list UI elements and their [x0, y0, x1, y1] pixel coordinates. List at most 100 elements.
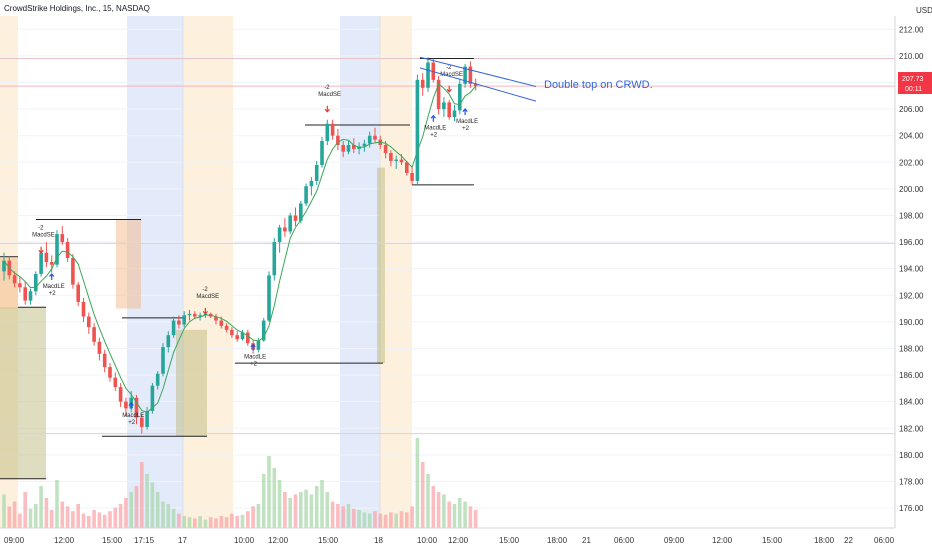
y-tick-label: 200.00	[899, 185, 924, 194]
x-tick-label: 12:00	[712, 536, 733, 545]
x-tick-label: 06:00	[614, 536, 635, 545]
candle-body	[468, 66, 473, 84]
volume-bar	[336, 504, 340, 528]
y-tick-label: 190.00	[899, 318, 924, 327]
volume-bar	[12, 501, 17, 528]
price-axis[interactable]: 176.00 178.00 180.00 182.00 184.00 186.00 188.…	[894, 16, 924, 528]
time-axis[interactable]: 09:00 12:00 15:00 17:15 17 10:00 12:00 15:00 18 1…	[0, 527, 895, 545]
x-tick-label: 15:00	[762, 536, 783, 545]
volume-bar	[415, 438, 420, 528]
session-band	[380, 16, 412, 528]
volume-bar	[267, 456, 271, 528]
y-tick-label: 192.00	[899, 291, 924, 300]
signal-type-label: MacdSE	[318, 92, 341, 98]
volume-bar	[251, 506, 255, 528]
volume-bar	[129, 492, 133, 528]
volume-bar	[76, 504, 80, 528]
volume-bar	[240, 514, 245, 528]
volume-bar	[256, 504, 261, 528]
candle-body	[102, 353, 107, 368]
candle-body	[330, 123, 335, 136]
candle-body	[383, 144, 388, 153]
x-tick-label: 21	[582, 536, 591, 545]
price-candles	[2, 57, 478, 434]
level-lines	[0, 58, 895, 480]
volume-bar	[447, 501, 451, 528]
candle-body	[405, 162, 409, 173]
candle-body	[161, 347, 165, 374]
x-tick-label: 09:00	[664, 536, 685, 545]
session-band	[127, 16, 183, 528]
price-countdown: 00:11	[905, 86, 922, 93]
candle-body	[140, 417, 144, 427]
volume-bar	[442, 494, 446, 528]
volume-bar	[203, 519, 208, 528]
annotation-text[interactable]: Double top on CRWD.	[544, 79, 653, 91]
candle-body	[288, 215, 292, 232]
stop-fill-area	[0, 307, 46, 479]
volume-bar	[161, 501, 165, 528]
x-tick-label: 12:00	[268, 536, 289, 545]
signal-qty-label: +2	[250, 361, 258, 367]
stop-loss-fill-areas	[0, 167, 385, 479]
volume-bar	[208, 517, 213, 528]
volume-bar	[60, 501, 65, 528]
candle-body	[420, 79, 425, 88]
y-tick-label: 198.00	[899, 211, 924, 220]
x-tick-label: 15:00	[102, 536, 123, 545]
candle-body	[436, 79, 441, 110]
candle-body	[341, 144, 345, 152]
trendline-drawing[interactable]	[419, 56, 537, 102]
candle-body	[214, 316, 218, 321]
candle-body	[60, 234, 65, 243]
volume-bar	[426, 474, 430, 528]
moving-average-line	[3, 82, 477, 413]
volume-bar	[431, 486, 436, 528]
y-tick-label: 188.00	[899, 344, 924, 353]
volume-bar	[314, 486, 319, 528]
session-band	[183, 16, 233, 528]
signal-arrowhead	[38, 249, 44, 254]
candle-body	[314, 164, 319, 181]
candle-body	[256, 340, 261, 350]
candle-body	[18, 283, 22, 288]
candle-body	[304, 186, 308, 204]
volume-bar	[187, 517, 192, 528]
candle-body	[44, 252, 49, 263]
trendline-upper	[419, 56, 537, 87]
last-price-tag	[898, 72, 932, 94]
candle-body	[299, 203, 303, 221]
volume-bar	[420, 462, 425, 528]
volume-bar	[320, 480, 324, 528]
candle-body	[272, 242, 277, 276]
volume-bar	[352, 508, 356, 528]
volume-bar	[81, 513, 86, 528]
signal-arrowhead	[446, 88, 452, 93]
volume-bar	[367, 513, 372, 528]
y-tick-label: 196.00	[899, 238, 924, 247]
stop-fill-area	[377, 167, 385, 364]
candle-body	[34, 273, 38, 292]
candle-body	[118, 387, 123, 402]
candle-body	[246, 332, 250, 344]
x-tick-label: 18	[374, 536, 383, 545]
signal-type-label: MacdLE	[424, 126, 446, 132]
candle-body	[362, 143, 367, 147]
candle-body	[71, 258, 75, 285]
signal-arrowhead	[128, 402, 134, 406]
volume-bar	[452, 504, 457, 528]
chart-title: CrowdStrike Holdings, Inc., 15, NASDAQ	[4, 4, 150, 13]
candle-body	[76, 284, 80, 302]
signal-qty-label: -2	[446, 65, 452, 71]
volume-bar	[394, 513, 398, 528]
signal-arrowhead	[430, 114, 436, 119]
x-tick-label: 12:00	[54, 536, 75, 545]
candle-body	[309, 180, 314, 187]
volume-bar	[405, 512, 409, 528]
candle-body	[177, 320, 181, 325]
volume-bar	[410, 506, 414, 528]
y-tick-label: 176.00	[899, 504, 924, 513]
volume-bar	[7, 506, 12, 528]
volume-bar	[2, 494, 6, 528]
